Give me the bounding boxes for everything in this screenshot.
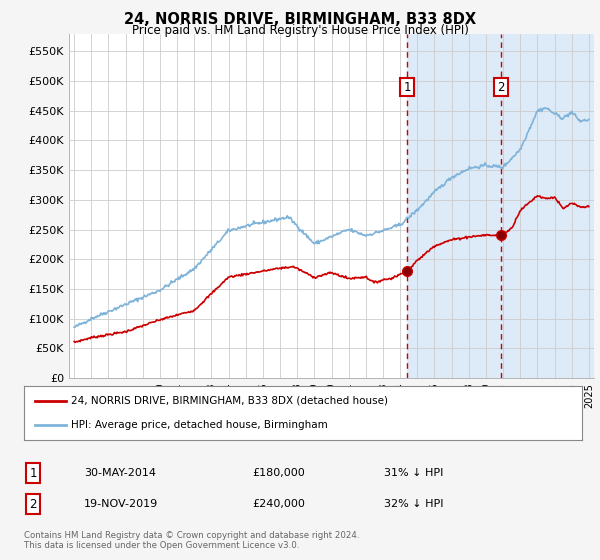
Bar <box>501 34 594 378</box>
Text: 24, NORRIS DRIVE, BIRMINGHAM, B33 8DX (detached house): 24, NORRIS DRIVE, BIRMINGHAM, B33 8DX (d… <box>71 396 388 406</box>
Text: 1: 1 <box>29 466 37 480</box>
Text: £180,000: £180,000 <box>252 468 305 478</box>
Text: Contains HM Land Registry data © Crown copyright and database right 2024.
This d: Contains HM Land Registry data © Crown c… <box>24 531 359 550</box>
Bar <box>407 34 501 378</box>
Text: HPI: Average price, detached house, Birmingham: HPI: Average price, detached house, Birm… <box>71 420 328 430</box>
Text: 2: 2 <box>497 81 505 94</box>
Text: 30-MAY-2014: 30-MAY-2014 <box>84 468 156 478</box>
Text: £240,000: £240,000 <box>252 499 305 509</box>
Text: 1: 1 <box>403 81 411 94</box>
Text: 24, NORRIS DRIVE, BIRMINGHAM, B33 8DX: 24, NORRIS DRIVE, BIRMINGHAM, B33 8DX <box>124 12 476 27</box>
Text: 32% ↓ HPI: 32% ↓ HPI <box>384 499 443 509</box>
Text: 19-NOV-2019: 19-NOV-2019 <box>84 499 158 509</box>
Text: 31% ↓ HPI: 31% ↓ HPI <box>384 468 443 478</box>
Text: 2: 2 <box>29 497 37 511</box>
Text: Price paid vs. HM Land Registry's House Price Index (HPI): Price paid vs. HM Land Registry's House … <box>131 24 469 36</box>
